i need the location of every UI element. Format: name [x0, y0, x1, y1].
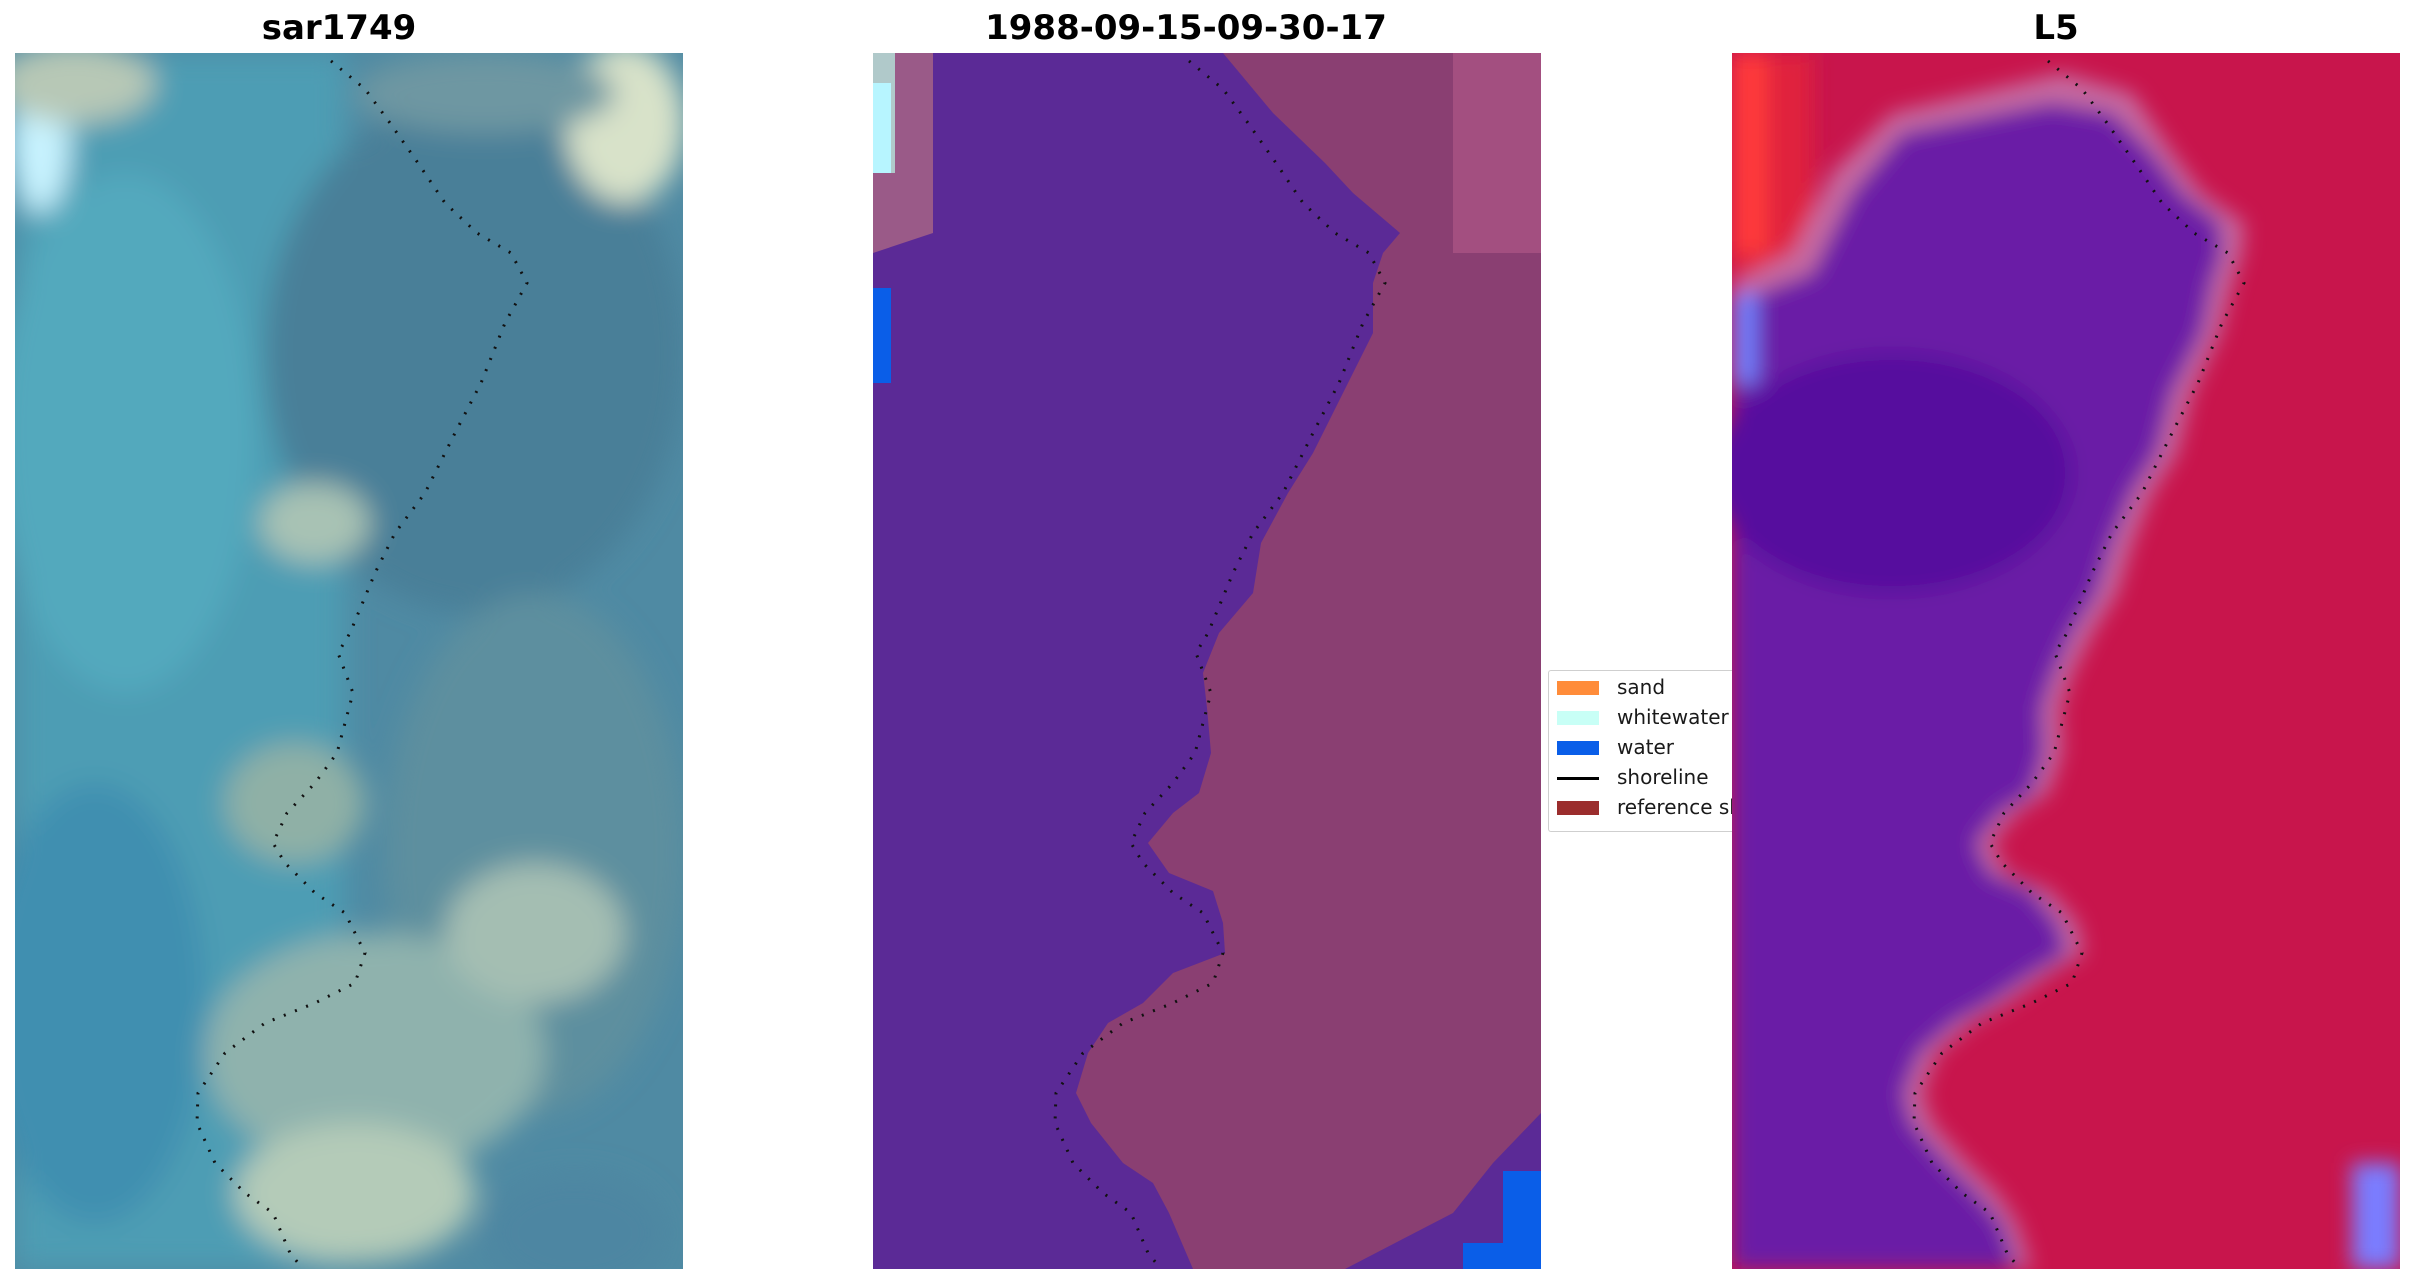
panel-title: L5: [2033, 8, 2079, 48]
legend-label: water: [1617, 735, 1674, 759]
water-swatch: [1557, 741, 1599, 755]
legend-label: sand: [1617, 675, 1666, 699]
reference-shoreline-swatch: [1557, 801, 1599, 815]
legend-item-reference-shoreline: reference shoreline buffer: [1549, 794, 1735, 820]
panel-classified: 1988-09-15-09-30-17: [851, 0, 1545, 1283]
legend-item-water: water: [1549, 734, 1735, 760]
legend-label: shoreline: [1617, 765, 1709, 789]
legend-label: whitewater: [1617, 705, 1729, 729]
whitewater-swatch: [1557, 711, 1599, 725]
legend: sand whitewater water shoreline referenc…: [1548, 670, 1735, 832]
shoreline-line-swatch: [1557, 777, 1599, 780]
legend-item-shoreline: shoreline: [1549, 764, 1735, 790]
legend-item-sand: sand: [1549, 674, 1735, 700]
rgb-satellite-image: [15, 53, 683, 1269]
probability-image: [1732, 53, 2400, 1269]
legend-label: reference shoreline buffer: [1617, 795, 1735, 819]
panel-title: sar1749: [261, 8, 417, 48]
panel-rgb: sar1749: [0, 0, 694, 1283]
sand-swatch: [1557, 681, 1599, 695]
panel-title: 1988-09-15-09-30-17: [985, 8, 1387, 48]
panel-probability: L5: [1717, 0, 2411, 1283]
classified-image: [873, 53, 1541, 1269]
legend-item-whitewater: whitewater: [1549, 704, 1735, 730]
